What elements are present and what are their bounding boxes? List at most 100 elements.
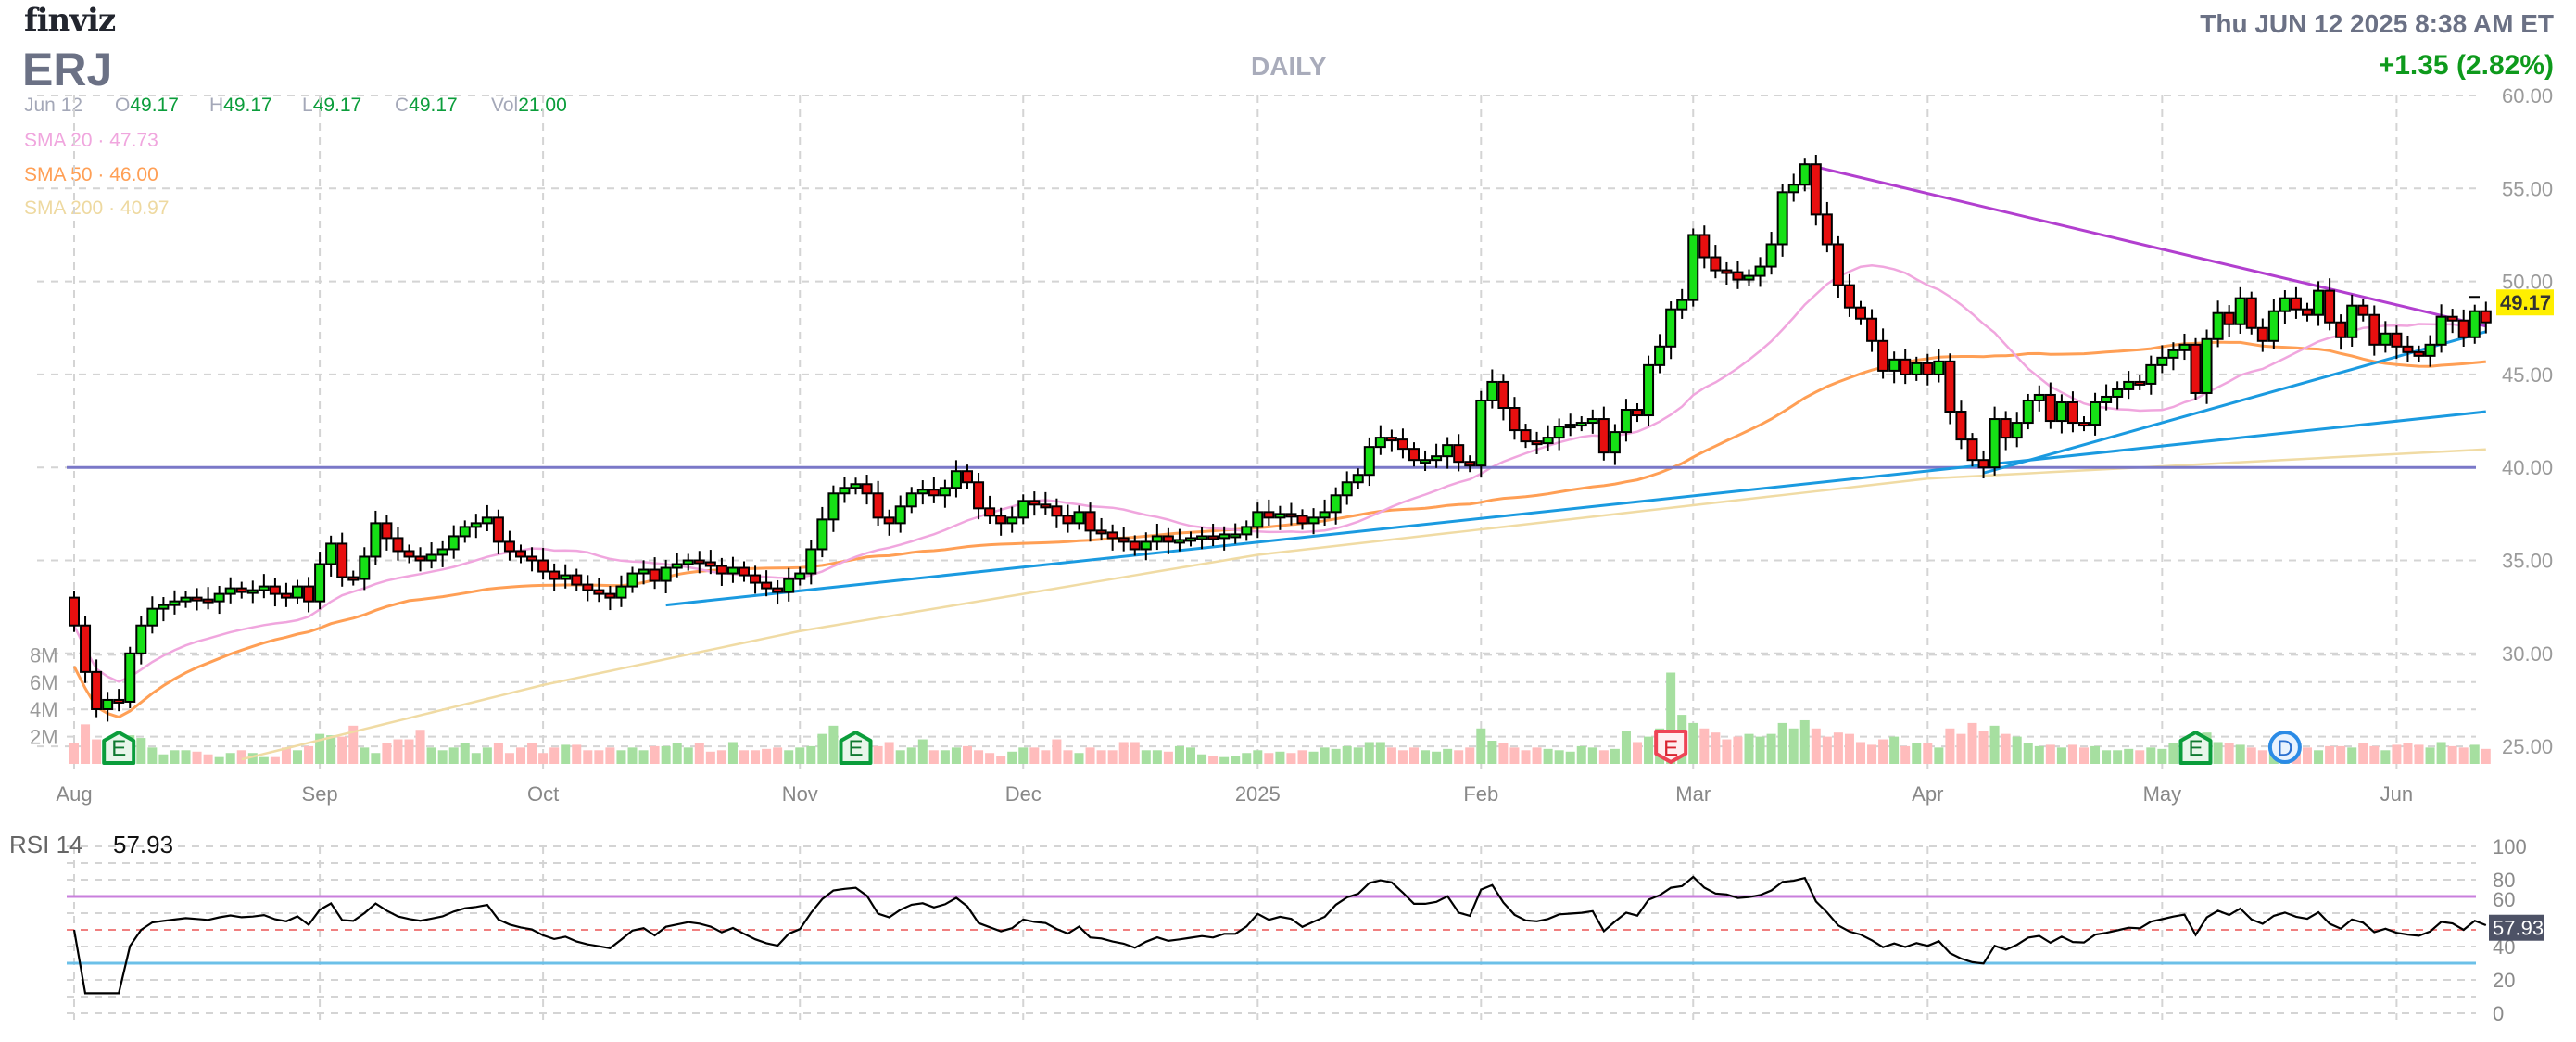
- candle: [1586, 409, 1598, 434]
- volume-bar: [1208, 756, 1219, 764]
- candle: [113, 689, 125, 712]
- candle: [1821, 201, 1833, 253]
- rsi-value-badge: [2489, 914, 2544, 941]
- volume-bar: [2090, 745, 2101, 764]
- candle: [715, 557, 727, 586]
- candle: [1620, 399, 1632, 442]
- candle-body: [1799, 163, 1811, 186]
- volume-bar: [2023, 743, 2033, 764]
- candle-body: [2290, 297, 2302, 311]
- volume-bar: [1074, 753, 1084, 764]
- ohlc-volume: Vol21.00: [491, 95, 567, 117]
- volume-bar: [2113, 750, 2123, 764]
- price-tick-label: 45.00: [2502, 363, 2553, 387]
- volume-bar: [360, 747, 370, 764]
- volume-bar: [147, 747, 158, 764]
- candle: [146, 596, 158, 634]
- candle: [805, 540, 817, 585]
- candle: [2201, 329, 2213, 404]
- volume-bar: [985, 753, 995, 764]
- volume-bar: [627, 747, 638, 764]
- volume-bar: [2303, 747, 2312, 764]
- volume-bar: [371, 753, 381, 764]
- candle: [1185, 531, 1196, 547]
- volume-bar: [727, 742, 738, 764]
- candle-body: [660, 566, 672, 582]
- volume-bar: [1118, 742, 1129, 764]
- finviz-logo[interactable]: finviz: [24, 2, 116, 39]
- candle: [1006, 506, 1018, 533]
- candle: [2101, 384, 2113, 411]
- event-label: E: [848, 736, 863, 761]
- candle: [336, 532, 348, 587]
- volume-bar: [561, 744, 571, 764]
- volume-bar: [236, 750, 246, 764]
- candle: [158, 597, 170, 622]
- volume-bar: [1755, 736, 1765, 764]
- month-label: May: [2143, 782, 2182, 806]
- candle: [1475, 390, 1487, 477]
- volume-bar: [1945, 728, 1955, 764]
- ohlc-high: H49.17: [209, 95, 272, 117]
- candle: [202, 587, 214, 610]
- candle-body: [2335, 321, 2347, 338]
- candle-body: [1564, 424, 1576, 429]
- volume-bar: [1421, 750, 1431, 764]
- candle-body: [403, 550, 415, 558]
- volume-bar: [1186, 747, 1195, 764]
- candle-body: [392, 537, 404, 553]
- candle: [1888, 351, 1900, 384]
- candle: [2335, 314, 2347, 350]
- candle: [2457, 309, 2469, 348]
- candle-body: [1241, 526, 1253, 536]
- candle-body: [280, 592, 292, 599]
- volume-bar: [817, 733, 827, 764]
- candle: [1933, 349, 1945, 383]
- candle-body: [1955, 411, 1967, 441]
- candle-body: [224, 587, 236, 595]
- candle: [626, 566, 638, 593]
- volume-bar: [928, 750, 939, 764]
- candle: [739, 561, 750, 582]
- candle: [2234, 286, 2246, 334]
- volume-bar: [583, 750, 593, 764]
- volume-bar: [382, 743, 392, 764]
- ticker-symbol: ERJ: [22, 44, 113, 95]
- sma50-legend: SMA 50 · 46.00: [24, 164, 158, 186]
- volume-bar: [1934, 747, 1944, 764]
- candle: [69, 591, 80, 632]
- candle: [1363, 437, 1375, 487]
- candle: [549, 563, 561, 592]
- candle-body: [1888, 358, 1900, 372]
- candle: [995, 507, 1007, 536]
- candle: [436, 540, 448, 567]
- volume-bar: [1197, 754, 1207, 764]
- volume-bar: [1777, 722, 1787, 764]
- candle-body: [1933, 360, 1945, 375]
- candle: [1575, 416, 1587, 432]
- candle: [693, 551, 705, 574]
- candle-body: [1006, 516, 1018, 525]
- volume-bar: [1889, 736, 1900, 764]
- candle-body: [839, 487, 851, 495]
- candle: [1765, 232, 1777, 275]
- volume-bar: [1811, 728, 1821, 764]
- volume-bar: [572, 744, 582, 764]
- rsi-value: 57.93: [113, 831, 174, 858]
- candle-body: [2178, 343, 2191, 351]
- candle: [1877, 328, 1889, 379]
- candle-body: [191, 596, 203, 602]
- candle-body: [2267, 310, 2279, 342]
- candle-body: [916, 489, 928, 495]
- volume-bar: [404, 739, 414, 764]
- price-tick-label: 40.00: [2502, 456, 2553, 479]
- candle-body: [448, 535, 460, 551]
- volume-bar: [1833, 732, 1843, 764]
- volume-bar: [895, 750, 905, 764]
- candle: [1977, 450, 1989, 479]
- candle: [359, 547, 371, 591]
- candle: [2055, 394, 2067, 434]
- volume-bar: [181, 750, 191, 764]
- candle-body: [726, 566, 739, 575]
